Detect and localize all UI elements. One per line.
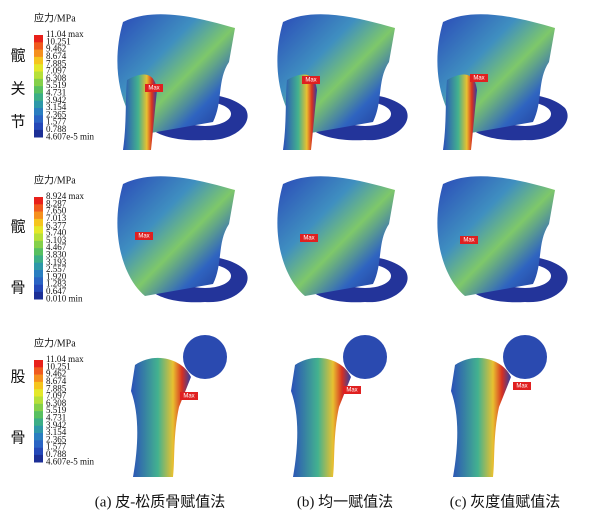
color-band xyxy=(34,57,43,65)
color-band xyxy=(34,115,43,123)
femur-shaft xyxy=(131,358,191,477)
color-band xyxy=(34,219,43,227)
max-label: Max xyxy=(305,78,316,84)
bone-model: Max xyxy=(291,335,387,477)
femur xyxy=(283,75,317,150)
caption: (b) 均一赋值法 xyxy=(297,493,393,510)
legend-label: 4.607e-5 min xyxy=(46,456,94,466)
bone-model: Max xyxy=(277,176,407,302)
color-band xyxy=(34,375,43,383)
femur-head xyxy=(183,335,227,379)
color-band xyxy=(34,123,43,131)
color-band xyxy=(34,440,43,448)
color-band xyxy=(34,86,43,94)
max-label: Max xyxy=(516,384,527,390)
color-band xyxy=(34,197,43,205)
color-band xyxy=(34,404,43,412)
femur-shaft xyxy=(451,358,511,477)
legend-label: 0.010 min xyxy=(46,293,83,303)
legend-title: 应力/MPa xyxy=(34,336,76,349)
max-label: Max xyxy=(463,238,474,244)
max-label: Max xyxy=(346,388,357,394)
legend-label: 4.607e-5 min xyxy=(46,131,94,141)
color-band xyxy=(34,448,43,456)
row-label: 骨 xyxy=(10,280,25,296)
color-band xyxy=(34,108,43,116)
color-band xyxy=(34,285,43,293)
color-band xyxy=(34,455,43,463)
color-band xyxy=(34,389,43,397)
legend-title: 应力/MPa xyxy=(34,11,76,24)
color-band xyxy=(34,204,43,212)
color-band xyxy=(34,426,43,434)
femur-shaft xyxy=(291,358,351,477)
femur xyxy=(443,75,477,150)
bone-model: Max xyxy=(437,14,567,150)
color-band xyxy=(34,248,43,256)
color-band xyxy=(34,35,43,43)
max-label: Max xyxy=(138,234,149,240)
color-band xyxy=(34,382,43,390)
color-band xyxy=(34,270,43,278)
color-band xyxy=(34,72,43,80)
color-band xyxy=(34,263,43,271)
bone-model: Max xyxy=(277,14,407,150)
color-band xyxy=(34,212,43,220)
bone-model: Max xyxy=(131,335,227,477)
color-band xyxy=(34,50,43,58)
row-label: 髋 xyxy=(10,47,25,64)
row-label: 节 xyxy=(10,113,25,130)
caption: (a) 皮-松质骨赋值法 xyxy=(95,493,225,510)
max-label: Max xyxy=(148,86,159,92)
max-label: Max xyxy=(183,394,194,400)
bone-model: Max xyxy=(117,14,247,150)
color-band xyxy=(34,360,43,368)
color-band xyxy=(34,411,43,419)
color-band xyxy=(34,433,43,441)
color-band xyxy=(34,241,43,249)
color-band xyxy=(34,93,43,101)
color-band xyxy=(34,277,43,285)
figure: MaxMaxMaxMaxMaxMaxMaxMaxMax 应力/MPa11.04 … xyxy=(0,0,595,517)
color-band xyxy=(34,234,43,242)
color-band xyxy=(34,226,43,234)
color-band xyxy=(34,101,43,109)
color-band xyxy=(34,255,43,263)
max-label: Max xyxy=(303,236,314,242)
color-band xyxy=(34,64,43,72)
femur-head xyxy=(343,335,387,379)
color-band xyxy=(34,418,43,426)
row-label: 股 xyxy=(10,368,25,385)
legend-title: 应力/MPa xyxy=(34,173,76,186)
bone-model: Max xyxy=(437,176,567,302)
color-band xyxy=(34,79,43,87)
max-label: Max xyxy=(473,76,484,82)
color-band xyxy=(34,130,43,138)
caption: (c) 灰度值赋值法 xyxy=(450,493,560,510)
femur-head xyxy=(503,335,547,379)
bone-model: Max xyxy=(117,176,247,302)
color-band xyxy=(34,42,43,50)
color-band xyxy=(34,292,43,300)
bone-model: Max xyxy=(451,335,547,477)
color-band xyxy=(34,397,43,405)
row-label: 关 xyxy=(10,80,25,97)
row-label: 髋 xyxy=(10,218,25,235)
color-band xyxy=(34,367,43,375)
row-label: 骨 xyxy=(10,430,25,446)
